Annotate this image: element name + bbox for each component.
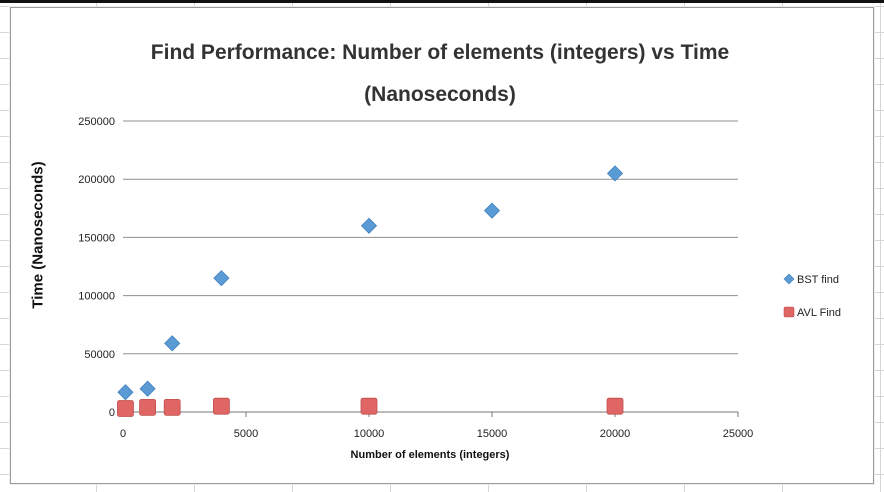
y-tick-label: 0 [109, 407, 115, 419]
x-tick-label: 5000 [234, 428, 258, 440]
x-tick-label: 20000 [600, 428, 631, 440]
bst-data-point [117, 384, 134, 401]
bst-data-point [139, 380, 156, 397]
legend-avl-marker [783, 306, 795, 318]
legend-bst-label: BST find [797, 274, 839, 286]
avl-data-point [117, 400, 134, 417]
y-tick-label: 50000 [84, 349, 115, 361]
bst-data-point [483, 202, 501, 219]
legend-avl-label: AVL Find [797, 307, 841, 319]
avl-data-point [139, 398, 157, 416]
window-top-border [0, 0, 884, 3]
x-tick-label: 25000 [723, 428, 754, 440]
avl-data-point [212, 397, 230, 415]
avl-data-point [606, 397, 624, 415]
y-tick-label: 100000 [78, 291, 115, 303]
bst-data-point [606, 165, 624, 182]
bst-data-point [164, 335, 181, 352]
bst-data-point [360, 217, 378, 234]
avl-data-point [360, 397, 378, 415]
y-tick-label: 250000 [78, 116, 115, 128]
chart-title-line2: (Nanoseconds) [364, 83, 516, 106]
chart-title-line1: Find Performance: Number of elements (in… [150, 41, 730, 64]
legend-bst-marker [783, 273, 795, 285]
x-tick-label: 15000 [477, 428, 508, 440]
y-tick-label: 150000 [78, 232, 115, 244]
chart-title: Find Performance: Number of elements (in… [60, 32, 820, 116]
avl-data-point [163, 398, 181, 416]
bst-data-point [213, 270, 230, 287]
y-tick-label: 200000 [78, 174, 115, 186]
x-tick-label: 0 [120, 428, 126, 440]
x-tick-label: 10000 [354, 428, 385, 440]
x-axis-label: Number of elements (integers) [350, 449, 510, 461]
